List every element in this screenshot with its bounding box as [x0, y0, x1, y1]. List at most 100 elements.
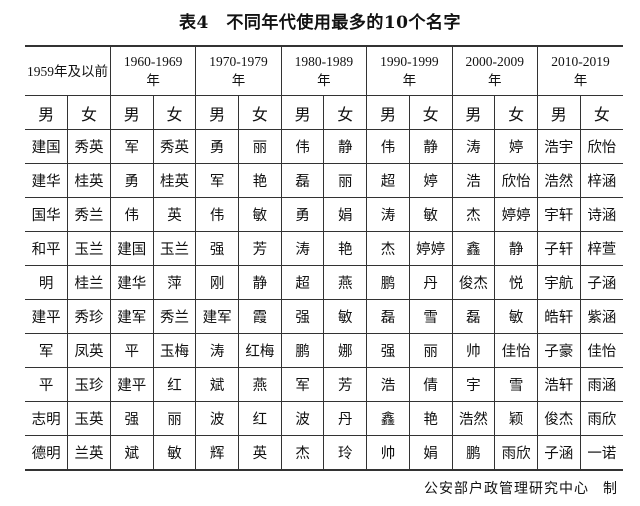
female-name-cell: 艳	[238, 163, 282, 198]
gender-header-row: 男女男女男女男女男女男女男女	[25, 95, 623, 130]
female-name-cell: 秀英	[67, 129, 111, 164]
female-name-cell: 秀英	[152, 129, 197, 164]
male-name-cell: 浩然	[451, 401, 496, 436]
period-label: 2000-2009年	[465, 54, 524, 88]
male-name-cell: 明	[25, 265, 69, 300]
male-name-cell: 斌	[109, 435, 154, 471]
female-name-cell: 霞	[238, 299, 282, 334]
male-name-cell: 鹏	[280, 333, 325, 368]
female-name-cell: 丽	[323, 163, 368, 198]
male-name-cell: 军	[195, 163, 240, 198]
period-label: 1960-1969年	[123, 54, 183, 88]
male-name-cell: 建国	[109, 231, 154, 266]
female-name-cell: 梓涵	[579, 163, 623, 198]
male-name-cell: 平	[109, 333, 154, 368]
male-name-cell: 宇轩	[536, 197, 581, 232]
female-name-cell: 梓萱	[579, 231, 623, 266]
male-name-cell: 浩宇	[536, 129, 581, 164]
female-name-cell: 欣怡	[579, 129, 623, 164]
male-name-cell: 伟	[366, 129, 410, 164]
female-name-cell: 玲	[323, 435, 368, 471]
male-name-cell: 涛	[451, 129, 496, 164]
male-name-cell: 超	[366, 163, 410, 198]
period-header: 1990-1999年	[366, 45, 453, 96]
female-name-cell: 静	[494, 231, 538, 266]
female-name-cell: 芳	[238, 231, 282, 266]
period-header: 1959年及以前	[25, 45, 111, 96]
gender-header-male: 男	[195, 95, 240, 130]
female-name-cell: 颖	[494, 401, 538, 436]
male-name-cell: 帅	[366, 435, 410, 471]
female-name-cell: 丽	[152, 401, 197, 436]
female-name-cell: 婷婷	[408, 231, 453, 266]
male-name-cell: 宇	[451, 367, 496, 402]
gender-header-female: 女	[152, 95, 197, 130]
female-name-cell: 敏	[494, 299, 538, 334]
male-name-cell: 浩	[451, 163, 496, 198]
credit-suffix: 制	[603, 481, 618, 497]
period-header: 1980-1989年	[280, 45, 368, 96]
female-name-cell: 婷	[408, 163, 453, 198]
female-name-cell: 娟	[408, 435, 453, 471]
male-name-cell: 俊杰	[536, 401, 581, 436]
gender-header-male: 男	[25, 95, 69, 130]
female-name-cell: 红	[238, 401, 282, 436]
female-name-cell: 诗涵	[579, 197, 623, 232]
male-name-cell: 涛	[366, 197, 410, 232]
female-name-cell: 燕	[238, 367, 282, 402]
male-name-cell: 鹏	[451, 435, 496, 471]
period-header-row: 1959年及以前 1960-1969年 1970-1979年 1980-1989…	[25, 45, 623, 96]
male-name-cell: 浩轩	[536, 367, 581, 402]
male-name-cell: 建华	[25, 163, 69, 198]
female-name-cell: 欣怡	[494, 163, 538, 198]
male-name-cell: 平	[25, 367, 69, 402]
female-name-cell: 雨欣	[494, 435, 538, 471]
male-name-cell: 和平	[25, 231, 69, 266]
gender-header-male: 男	[109, 95, 154, 130]
table-row: 建华 桂英勇桂英军艳磊丽超婷浩欣怡 浩然 梓涵	[25, 163, 623, 198]
table-row: 建国 秀英军秀英勇丽伟静伟静涛婷浩宇 欣怡	[25, 129, 623, 164]
gender-header-female: 女	[408, 95, 453, 130]
female-name-cell: 秀兰	[152, 299, 197, 334]
male-name-cell: 子豪	[536, 333, 581, 368]
female-name-cell: 红	[152, 367, 197, 402]
period-label: 2010-2019年	[551, 54, 610, 88]
female-name-cell: 英	[152, 197, 197, 232]
female-name-cell: 婷婷	[494, 197, 538, 232]
female-name-cell: 桂英	[152, 163, 197, 198]
female-name-cell: 丹	[408, 265, 453, 300]
male-name-cell: 国华	[25, 197, 69, 232]
male-name-cell: 建平	[25, 299, 69, 334]
male-name-cell: 辉	[195, 435, 240, 471]
male-name-cell: 磊	[366, 299, 410, 334]
male-name-cell: 帅	[451, 333, 496, 368]
female-name-cell: 娜	[323, 333, 368, 368]
period-header: 1970-1979年	[195, 45, 282, 96]
male-name-cell: 刚	[195, 265, 240, 300]
male-name-cell: 鑫	[451, 231, 496, 266]
male-name-cell: 磊	[451, 299, 496, 334]
male-name-cell: 皓轩	[536, 299, 581, 334]
male-name-cell: 涛	[280, 231, 325, 266]
table-row: 平玉珍 建平红斌燕军芳浩倩宇雪浩轩 雨涵	[25, 367, 623, 402]
female-name-cell: 燕	[323, 265, 368, 300]
male-name-cell: 勇	[280, 197, 325, 232]
credit-org: 公安部户政管理研究中心	[424, 481, 589, 497]
female-name-cell: 英	[238, 435, 282, 471]
male-name-cell: 军	[25, 333, 69, 368]
male-name-cell: 建国	[25, 129, 69, 164]
female-name-cell: 娟	[323, 197, 368, 232]
female-name-cell: 艳	[323, 231, 368, 266]
female-name-cell: 一诺	[579, 435, 623, 471]
female-name-cell: 秀兰	[67, 197, 111, 232]
male-name-cell: 浩然	[536, 163, 581, 198]
male-name-cell: 伟	[109, 197, 154, 232]
male-name-cell: 宇航	[536, 265, 581, 300]
male-name-cell: 波	[195, 401, 240, 436]
gender-header-male: 男	[451, 95, 496, 130]
female-name-cell: 丹	[323, 401, 368, 436]
male-name-cell: 杰	[451, 197, 496, 232]
gender-header-male: 男	[280, 95, 325, 130]
female-name-cell: 红梅	[238, 333, 282, 368]
credit-line: 公安部户政管理研究中心制	[424, 478, 618, 498]
